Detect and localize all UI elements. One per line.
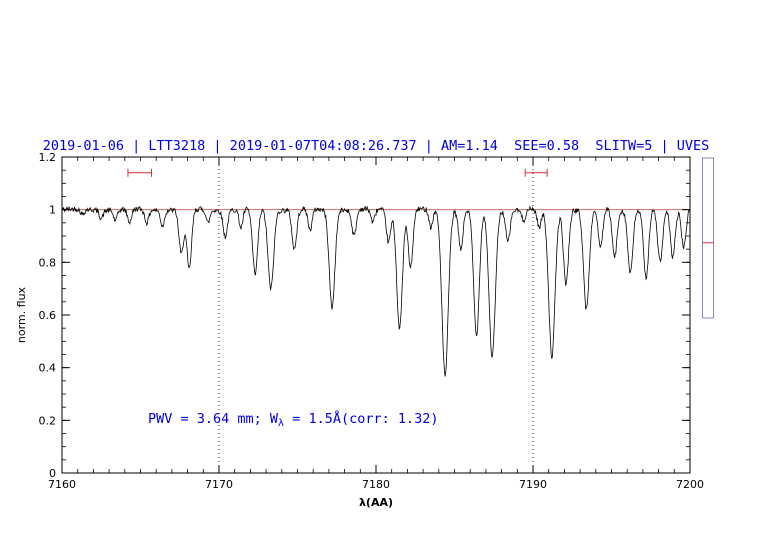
pwv-annotation-pre: PWV = 3.64 mm; W bbox=[148, 411, 279, 427]
markers-layer bbox=[127, 168, 548, 177]
y-tick-label: 0.8 bbox=[39, 256, 57, 269]
pwv-annotation-post: = 1.5Å(corr: 1.32) bbox=[284, 410, 438, 427]
x-tick-label: 7200 bbox=[676, 478, 704, 491]
y-axis-label: norm. flux bbox=[15, 286, 28, 343]
y-tick-label: 1.2 bbox=[39, 151, 57, 164]
x-tick-label: 7160 bbox=[48, 478, 76, 491]
y-tick-label: 0.6 bbox=[39, 309, 57, 322]
x-axis-label: λ(AA) bbox=[359, 496, 393, 509]
y-tick-label: 0.2 bbox=[39, 414, 57, 427]
y-tick-label: 0 bbox=[49, 467, 56, 480]
side-gauge-box bbox=[702, 157, 714, 319]
pwv-annotation: PWV = 3.64 mm; Wλ = 1.5Å(corr: 1.32) bbox=[148, 410, 439, 429]
plot-title: 2019-01-06 | LTT3218 | 2019-01-07T04:08:… bbox=[43, 138, 709, 154]
ticks-layer: 7160 7170 7180 7190 7200 0 0.2 0.4 0.6 0.8 1 1.2 bbox=[39, 151, 705, 491]
series-layer bbox=[61, 205, 691, 377]
y-tick-label: 0.4 bbox=[39, 362, 57, 375]
y-tick-label: 1 bbox=[49, 204, 56, 217]
x-tick-label: 7180 bbox=[362, 478, 390, 491]
x-tick-label: 7170 bbox=[205, 478, 233, 491]
spectrum-line bbox=[61, 205, 691, 377]
x-tick-label: 7190 bbox=[519, 478, 547, 491]
pwv-annotation-sub: λ bbox=[278, 418, 284, 429]
gauge-layer bbox=[702, 157, 714, 319]
